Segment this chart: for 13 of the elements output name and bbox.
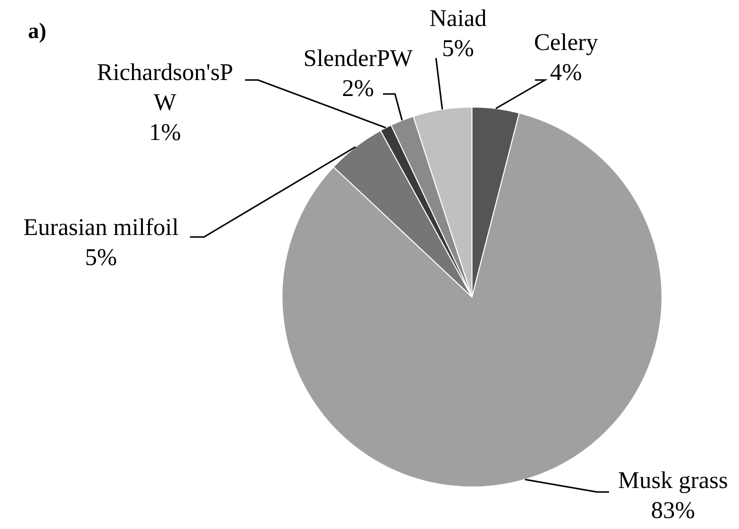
data-label: 1%: [149, 120, 181, 146]
data-label: 4%: [550, 60, 582, 86]
slice-label: SlenderPW: [303, 46, 414, 72]
data-label: 83%: [651, 498, 695, 524]
slice-label: Musk grass: [618, 468, 728, 494]
data-label: 5%: [442, 36, 474, 62]
chart-title: a): [28, 18, 46, 43]
slice-label: Eurasian milfoil: [23, 215, 179, 241]
slice-label: Richardson'sPW: [96, 60, 234, 116]
data-label: 5%: [85, 245, 117, 271]
data-label: 2%: [342, 76, 374, 102]
slice-label: Naiad: [429, 6, 487, 32]
slice-label: Celery: [534, 30, 598, 56]
